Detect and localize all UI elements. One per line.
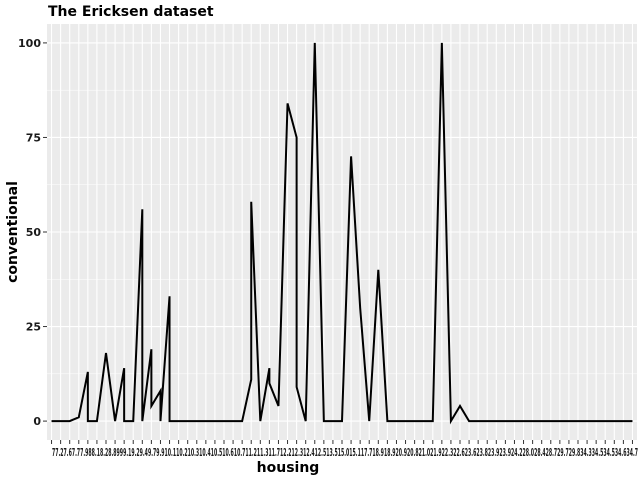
x-axis: 77.27.67.77.988.18.28.8999.19.29.49.79.9… — [51, 440, 638, 459]
y-tick-label: 50 — [26, 226, 42, 239]
y-tick-label: 25 — [26, 321, 41, 334]
x-axis-title: housing — [257, 460, 320, 476]
y-tick-label: 0 — [33, 415, 41, 428]
y-axis-title: conventional — [5, 181, 21, 283]
y-axis: 0 25 50 75 100 — [18, 37, 47, 428]
y-tick-label: 75 — [26, 131, 41, 144]
series-line-0 — [51, 42, 633, 425]
x-tick-labels: 77.27.67.77.988.18.28.8999.19.29.49.79.9… — [52, 446, 638, 459]
y-tick-label: 100 — [18, 37, 41, 50]
series-layer — [51, 42, 633, 425]
chart-title: The Ericksen dataset — [48, 4, 214, 20]
